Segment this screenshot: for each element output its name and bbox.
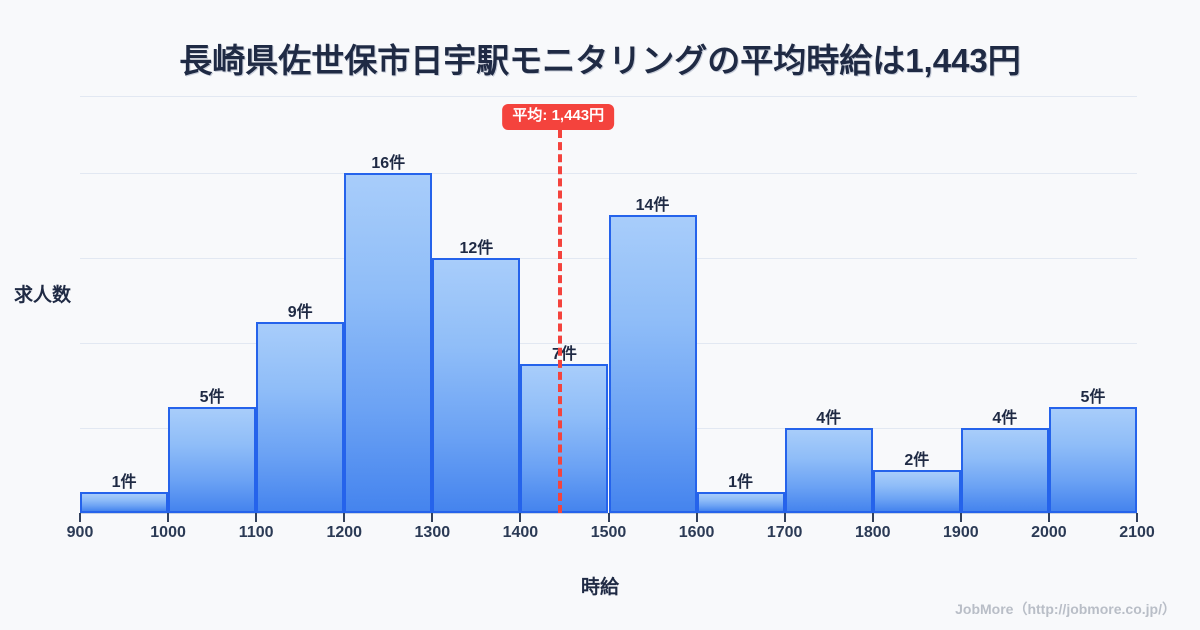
x-axis-tick-label: 1000 [150,524,186,541]
x-axis-tick-label: 1200 [326,524,363,541]
x-axis-tick [1047,513,1050,522]
x-axis-tick-label: 1400 [502,524,539,541]
x-axis-tick [167,513,170,522]
bar[interactable] [960,427,1049,513]
x-axis-tick-label: 2100 [1119,524,1155,541]
bar-value-label: 12件 [459,239,494,257]
x-axis-tick [343,513,346,522]
watermark: JobMore（http://jobmore.co.jp/） [955,601,1176,617]
bar-value-label: 9件 [287,303,313,321]
x-axis-tick [1136,513,1138,522]
chart-title: 長崎県佐世保市日宇駅モニタリングの平均時給は1,443円 [179,42,1021,79]
x-axis-tick [255,513,258,522]
x-axis-tick-label: 1600 [678,524,715,541]
plot-area [80,96,1137,513]
gridline [80,96,1137,97]
x-axis-tick [431,513,434,522]
bar-value-label: 14件 [635,197,670,215]
bar-value-label: 5件 [199,388,225,406]
x-axis-tick [871,513,874,522]
bar-value-label: 7件 [551,346,577,364]
x-axis-tick [607,513,610,522]
bar[interactable] [784,427,873,513]
bar[interactable] [432,257,521,513]
bar[interactable] [168,406,257,513]
bar-value-label: 5件 [1080,388,1106,406]
x-axis-tick [695,513,698,522]
bar-value-label: 4件 [816,409,842,427]
x-axis-tick-label: 1100 [238,524,274,541]
x-axis-tick [79,513,81,522]
bar[interactable] [80,491,169,513]
x-axis-tick-label: 1500 [590,524,627,541]
bar[interactable] [256,321,345,513]
x-axis-tick [959,513,962,522]
x-axis-tick-label: 2000 [1031,524,1067,541]
bar-value-label: 4件 [992,409,1018,427]
x-axis-tick [783,513,786,522]
x-axis-tick-label: 1700 [766,524,803,541]
y-axis-title: 求人数 [14,285,72,306]
average-line [558,130,563,513]
bar-value-label: 16件 [371,154,406,172]
x-axis-tick-label: 1900 [943,524,979,541]
bar[interactable] [608,215,697,513]
bar[interactable] [696,491,785,513]
bar[interactable] [1048,406,1137,513]
average-badge: 平均: 1,443円 [502,104,615,130]
x-axis-tick [519,513,522,522]
bar[interactable] [344,172,433,513]
x-axis-tick-label: 900 [66,524,94,541]
x-axis-tick-label: 1800 [854,524,891,541]
bar-value-label: 1件 [111,473,137,491]
bar-value-label: 2件 [904,452,930,470]
gridline [80,172,1137,174]
bar[interactable] [872,470,961,513]
x-axis-title: 時給 [580,577,619,598]
bar[interactable] [520,364,609,513]
bar-value-label: 1件 [728,473,754,491]
x-axis-tick-label: 1300 [414,524,451,541]
